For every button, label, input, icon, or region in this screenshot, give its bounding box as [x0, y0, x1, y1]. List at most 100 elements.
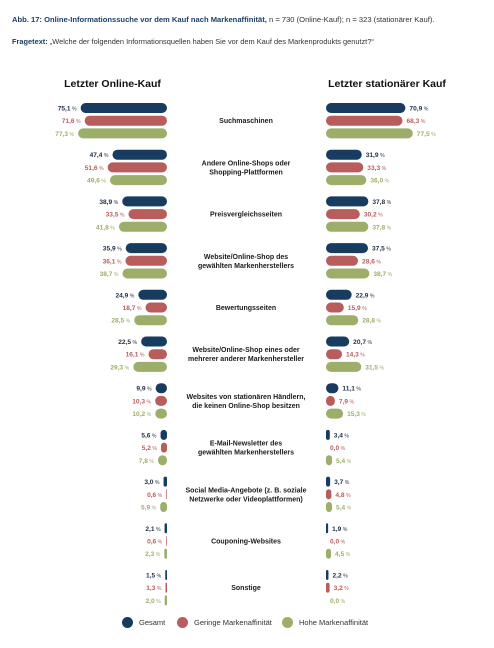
bar-online-2: [161, 442, 167, 453]
category-label: Couponing-Websites: [211, 539, 281, 546]
bar-stationary-2: [326, 349, 343, 360]
value-label-online: 38,7 %: [100, 271, 119, 278]
category-label: Website/Online-Shop des: [204, 254, 288, 261]
bar-stationary-3: [326, 175, 367, 186]
category-label: Website/Online-Shop eines oder: [192, 347, 299, 354]
category-label: gewählten Markenherstellers: [198, 450, 294, 457]
value-label-online: 41,8 %: [96, 224, 115, 231]
category-label: gewählten Markenherstellers: [198, 263, 294, 270]
bar-stationary-1: [326, 336, 350, 347]
bar-stationary-2: [326, 489, 332, 500]
value-label-online: 47,4 %: [90, 152, 109, 159]
value-label-stationary: 20,7 %: [353, 339, 372, 346]
bar-online-3: [122, 268, 167, 279]
bar-online-1: [138, 289, 167, 300]
bar-online-3: [118, 221, 167, 232]
value-label-online: 1,3 %: [146, 585, 162, 592]
value-label-online: 10,2 %: [132, 411, 151, 418]
bar-stationary-2: [326, 582, 330, 593]
bar-stationary-3: [326, 455, 333, 466]
bar-online-2: [166, 489, 167, 500]
legend-label: Geringe Markenaffinität: [194, 618, 272, 627]
figure-caption: Abb. 17: Online-Informationssuche vor de…: [12, 15, 434, 24]
value-label-stationary: 68,3 %: [406, 118, 425, 125]
bar-online-3: [78, 128, 167, 139]
category-label: mehrerer anderer Markenhersteller: [188, 356, 304, 363]
category-label: Shopping-Plattformen: [209, 169, 283, 176]
legend-item: Hohe Markenaffinität: [282, 617, 368, 628]
bar-online-3: [134, 315, 167, 326]
value-label-stationary: 37,8 %: [372, 199, 391, 206]
value-label-stationary: 14,3 %: [346, 352, 365, 359]
value-label-online: 33,5 %: [106, 212, 125, 219]
bar-online-2: [84, 115, 167, 126]
value-label-stationary: 0,0 %: [330, 539, 346, 546]
bar-online-3: [164, 595, 167, 606]
bar-stationary-1: [326, 429, 330, 440]
value-label-online: 0,6 %: [147, 492, 163, 499]
value-label-online: 49,6 %: [87, 178, 106, 185]
value-label-online: 5,2 %: [142, 445, 158, 452]
bar-online-3: [160, 502, 167, 512]
value-label-online: 71,6 %: [62, 118, 81, 125]
bar-stationary-2: [326, 162, 364, 173]
value-label-online: 1,5 %: [146, 573, 162, 580]
value-label-stationary: 31,5 %: [365, 364, 384, 371]
category-label: die keinen Online-Shop besitzen: [192, 403, 300, 410]
bar-stationary-1: [326, 196, 369, 207]
bar-stationary-3: [326, 315, 359, 326]
value-label-online: 22,5 %: [118, 339, 137, 346]
value-label-stationary: 2,2 %: [332, 573, 348, 580]
bar-online-2: [107, 162, 167, 173]
category-label: E-Mail-Newsletter des: [210, 441, 282, 448]
question-label: Fragetext:: [12, 37, 48, 46]
value-label-stationary: 4,5 %: [335, 551, 351, 558]
panel-title-stationary: Letzter stationärer Kauf: [328, 78, 446, 90]
bar-online-1: [163, 476, 167, 487]
value-label-stationary: 37,8 %: [372, 224, 391, 231]
value-label-online: 5,9 %: [141, 505, 157, 512]
bar-stationary-1: [326, 149, 362, 160]
bar-stationary-1: [326, 476, 331, 487]
value-label-online: 2,1 %: [145, 526, 161, 533]
value-label-online: 9,9 %: [136, 386, 152, 393]
value-label-stationary: 36,0 %: [370, 178, 389, 185]
bar-online-1: [122, 196, 167, 207]
value-label-online: 75,1 %: [58, 106, 77, 113]
bar-online-1: [80, 103, 167, 113]
value-label-online: 35,9 %: [103, 246, 122, 253]
value-label-online: 10,3 %: [132, 398, 151, 405]
panel-title-online: Letzter Online-Kauf: [64, 78, 161, 90]
bar-stationary-1: [326, 523, 329, 534]
category-label: Preisvergleichsseiten: [210, 212, 282, 219]
value-label-online: 29,3 %: [110, 364, 129, 371]
value-label-stationary: 15,9 %: [348, 305, 367, 312]
bar-stationary-3: [326, 361, 362, 372]
bar-chart: 75,1 % 70,9 % 71,6 % 68,3 % 77,3 % 77,5 % Such…: [55, 103, 436, 606]
value-label-stationary: 0,0 %: [330, 598, 346, 605]
value-label-online: 38,9 %: [99, 199, 118, 206]
bar-online-1: [164, 523, 167, 534]
legend-swatch: [122, 617, 133, 628]
bar-online-3: [109, 175, 167, 186]
value-label-online: 2,0 %: [145, 598, 161, 605]
bar-stationary-3: [326, 128, 413, 139]
value-label-online: 36,1 %: [103, 258, 122, 265]
value-label-stationary: 7,9 %: [339, 398, 355, 405]
value-label-stationary: 3,4 %: [334, 432, 350, 439]
bar-online-3: [133, 361, 167, 372]
value-label-stationary: 22,9 %: [356, 292, 375, 299]
value-label-stationary: 5,4 %: [336, 458, 352, 465]
bar-stationary-1: [326, 383, 339, 394]
bar-stationary-3: [326, 268, 370, 279]
value-label-stationary: 31,9 %: [366, 152, 385, 159]
bar-stationary-2: [326, 209, 360, 220]
question-text: Fragetext: „Welche der folgenden Informa…: [12, 37, 374, 46]
bar-stationary-1: [326, 103, 406, 113]
value-label-stationary: 11,1 %: [342, 386, 361, 393]
value-label-stationary: 70,9 %: [409, 106, 428, 113]
bar-online-3: [155, 408, 167, 419]
bar-online-1: [112, 149, 167, 160]
bar-stationary-2: [326, 302, 344, 313]
bar-online-2: [165, 582, 167, 593]
